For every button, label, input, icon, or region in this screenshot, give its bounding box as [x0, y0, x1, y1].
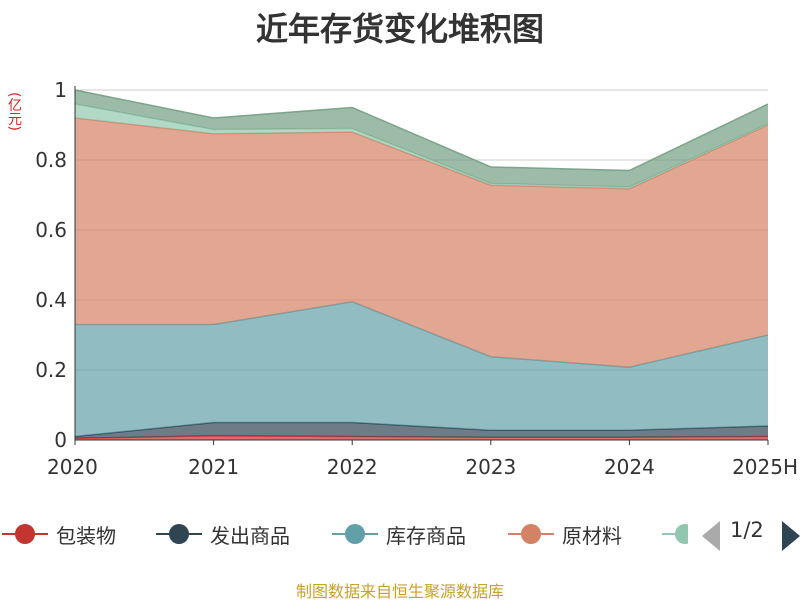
area-series-0[interactable]: [75, 435, 768, 440]
y-tick-label: 0.6: [35, 218, 67, 242]
legend-marker-icon: [332, 522, 378, 546]
legend-label: 原材料: [562, 523, 622, 548]
x-tick-labels: 2020 2021 2022 2023 2024 2025H: [47, 455, 798, 479]
legend-label: 包装物: [56, 523, 116, 548]
legend-item-packaging[interactable]: 包装物: [2, 518, 116, 550]
legend-marker-icon: [156, 522, 202, 546]
x-tick-label: 2020: [47, 455, 98, 479]
legend-marker-icon: [2, 522, 48, 546]
y-tick-label: 0.4: [35, 288, 67, 312]
area-series-2[interactable]: [75, 301, 768, 437]
area-series-5[interactable]: [75, 90, 768, 187]
y-tick-label: 1: [54, 78, 67, 102]
triangle-right-icon[interactable]: [782, 521, 800, 551]
legend-marker-icon: [508, 522, 554, 546]
x-tick-label: 2025H: [732, 455, 798, 479]
x-tick-label: 2024: [604, 455, 655, 479]
y-tick-label: 0: [54, 428, 67, 452]
legend-page-indicator: 1/2: [730, 518, 764, 542]
y-tick-labels: 0 0.2 0.4 0.6 0.8 1: [35, 78, 67, 452]
triangle-left-icon[interactable]: [702, 521, 720, 551]
series-line-5: [74, 89, 769, 172]
area-series: [74, 89, 769, 440]
area-series-1[interactable]: [75, 422, 768, 439]
legend-item-inventory-goods[interactable]: 库存商品: [332, 518, 466, 550]
x-tick-label: 2021: [188, 455, 239, 479]
legend-label: 发出商品: [210, 523, 290, 548]
x-tick-label: 2022: [327, 455, 378, 479]
legend: 包装物 发出商品 库存商品 原材料: [0, 518, 800, 554]
legend-item-partial[interactable]: [662, 518, 688, 550]
legend-item-goods-shipped[interactable]: 发出商品: [156, 518, 290, 550]
axes: [74, 86, 769, 445]
y-axis-unit: (亿元): [6, 92, 22, 131]
legend-marker-icon: [662, 522, 688, 546]
x-tick-label: 2023: [465, 455, 516, 479]
legend-item-raw-materials[interactable]: 原材料: [508, 518, 622, 550]
y-tick-label: 0.2: [35, 358, 67, 382]
y-tick-label: 0.8: [35, 148, 67, 172]
legend-label: 库存商品: [386, 523, 466, 548]
chart-title: 近年存货变化堆积图: [255, 10, 544, 48]
area-series-3[interactable]: [75, 118, 768, 368]
data-source-note: 制图数据来自恒生聚源数据库: [295, 582, 504, 601]
